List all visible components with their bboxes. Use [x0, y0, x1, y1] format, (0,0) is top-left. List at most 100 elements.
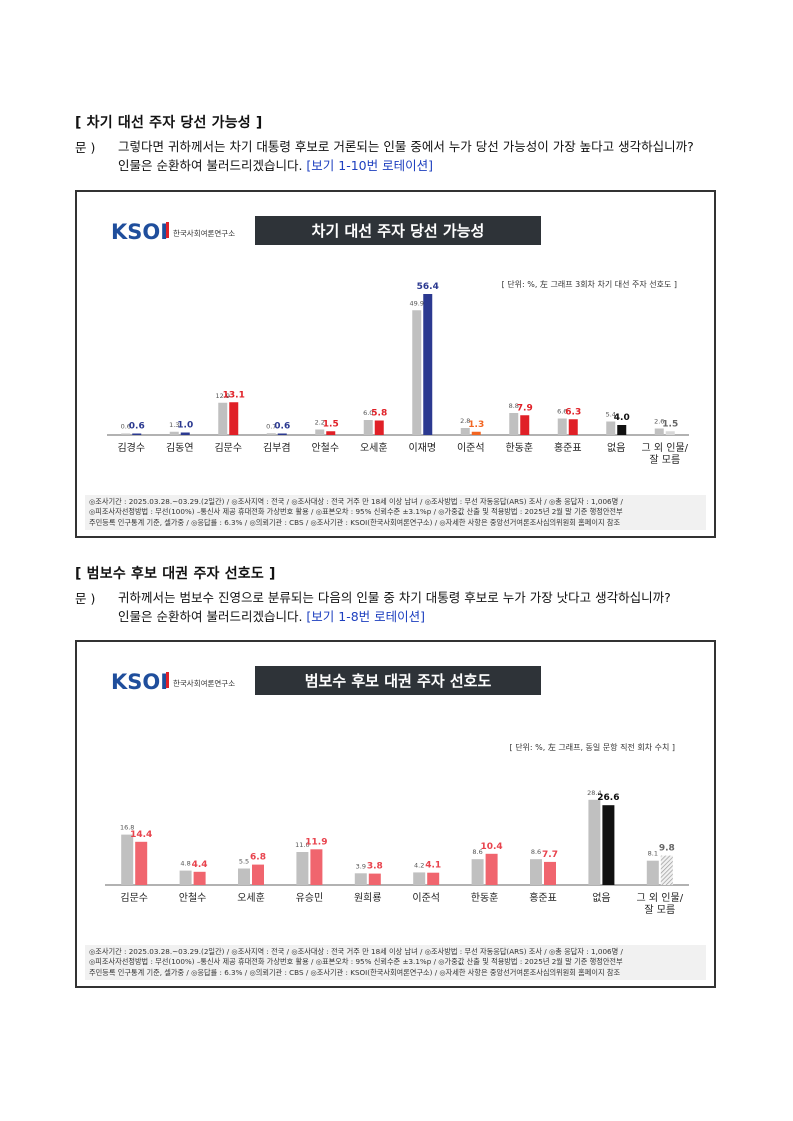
survey-footer-2: ◎조사기간 : 2025.03.28.~03.29.(2일간) / ◎조사지역 … [85, 944, 706, 980]
rotation-note: [보기 1-10번 로테이션] [306, 158, 433, 173]
data-label-previous: 5.5 [239, 858, 249, 866]
bar-previous [412, 310, 422, 435]
bar-current [568, 419, 578, 435]
bar-current [471, 431, 481, 435]
section-title-2: [ 범보수 후보 대권 주자 선호도 ] [75, 566, 276, 582]
logo-accent-icon [166, 222, 169, 238]
data-label-current: 0.6 [129, 422, 145, 432]
data-label-previous: 8.6 [472, 848, 482, 856]
category-label: 홍준표 [554, 441, 582, 454]
data-label-current: 56.4 [417, 282, 439, 292]
footer-line: 주민등록 인구통계 기준, 셀가중 / ◎응답률 : 6.3% / ◎의뢰기관 … [89, 967, 621, 977]
data-label-current: 7.7 [542, 850, 558, 860]
logo-subtext: 한국사회여론연구소 [173, 228, 235, 238]
bar-previous [557, 418, 567, 435]
data-label-previous: 1.3 [169, 421, 179, 429]
data-label-current: 11.9 [305, 837, 327, 847]
data-label-current: 1.5 [662, 419, 678, 429]
bar-previous [238, 868, 250, 885]
bar-previous [179, 870, 192, 885]
data-label-current: 13.1 [223, 390, 245, 400]
category-label: 한동훈 [471, 891, 499, 904]
footer-line: ◎조사기간 : 2025.03.28.~03.29.(2일간) / ◎조사지역 … [89, 496, 623, 506]
data-label-previous: 8.8 [509, 402, 519, 410]
data-label-current: 5.8 [371, 409, 387, 419]
title-bar [255, 666, 541, 695]
category-label: 유승민 [296, 892, 324, 904]
bar-current [544, 861, 556, 885]
bar-current [252, 864, 264, 885]
bar-previous [588, 799, 601, 885]
category-label: 잘 모름 [649, 454, 680, 466]
data-label-current: 6.8 [250, 853, 266, 863]
data-label-previous: 4.8 [180, 860, 190, 868]
data-label-previous: 11.0 [295, 841, 309, 849]
data-label-current: 6.3 [565, 407, 581, 417]
bar-current [310, 849, 323, 885]
data-label-current: 0.6 [274, 422, 290, 432]
bar-previous [460, 428, 470, 435]
bar-previous [169, 431, 179, 435]
section-title-1: [ 차기 대선 주자 당선 가능성 ] [75, 115, 263, 131]
bar-current [485, 853, 498, 885]
category-label: 없음 [592, 891, 610, 904]
category-label: 그 외 인물/ [641, 442, 688, 454]
category-label: 안철수 [311, 442, 339, 454]
footer-line: ◎피조사자선정방법 : 무선(100%) –통신사 제공 휴대전화 가상번호 활… [89, 957, 623, 966]
question-line-1: 그렇다면 귀하께서는 차기 대통령 후보로 거론되는 인물 중에서 누가 당선 … [118, 139, 694, 154]
footer-line: ◎조사기간 : 2025.03.28.~03.29.(2일간) / ◎조사지역 … [89, 946, 623, 956]
unit-note: [ 단위: %, 左 그래프 3회차 차기 대선 주자 선호도 ] [502, 279, 677, 289]
bar-previous [363, 420, 373, 435]
data-label-current: 4.4 [192, 860, 208, 870]
bar-current [520, 415, 530, 435]
bar-previous [413, 872, 426, 885]
question-line-1: 귀하께서는 범보수 진영으로 분류되는 다음의 인물 중 차기 대통령 후보로 … [118, 590, 671, 605]
data-label-current: 7.9 [517, 403, 533, 413]
category-label: 홍준표 [529, 891, 557, 904]
category-label: 김문수 [214, 442, 242, 454]
bar-current [229, 402, 239, 435]
footer-line: 주민등록 인구통계 기준, 셀가중 / ◎응답률 : 6.3% / ◎의뢰기관 … [89, 517, 621, 527]
bar-current [602, 805, 615, 885]
question-line-2: 인물은 순환하여 불러드리겠습니다. [보기 1-8번 로테이션] [118, 607, 738, 626]
category-label: 원희룡 [354, 892, 382, 904]
bar-previous [266, 433, 276, 435]
chart-title: 범보수 후보 대권 주자 선호도 [305, 672, 492, 690]
bar-previous [509, 413, 519, 435]
bar-previous [646, 860, 659, 885]
data-label-previous: 0.7 [266, 422, 276, 430]
title-bar [255, 216, 541, 245]
chart-panel-1: KSOI 한국사회여론연구소 차기 대선 주자 당선 가능성 [ 단위: %, 左 그… [75, 190, 716, 538]
data-label-previous: 2.2 [315, 419, 325, 427]
category-label: 김문수 [120, 892, 148, 904]
data-label-current: 9.8 [659, 844, 675, 854]
bar-current [665, 431, 675, 435]
bar-current [193, 871, 206, 885]
bar-previous [354, 873, 367, 885]
question-label-1: 문 ) [75, 140, 96, 155]
footer-line: ◎피조사자선정방법 : 무선(100%) –통신사 제공 휴대전화 가상번호 활… [89, 507, 623, 516]
question-text-2: 귀하께서는 범보수 진영으로 분류되는 다음의 인물 중 차기 대통령 후보로 … [118, 588, 738, 626]
survey-footer-1: ◎조사기간 : 2025.03.28.~03.29.(2일간) / ◎조사지역 … [85, 494, 706, 530]
question-text-1: 그렇다면 귀하께서는 차기 대통령 후보로 거론되는 인물 중에서 누가 당선 … [118, 137, 738, 175]
data-label-current: 1.3 [468, 420, 484, 430]
logo-text: KSOI [111, 670, 168, 694]
data-label-current: 4.1 [425, 861, 441, 871]
data-label-previous: 6.6 [557, 408, 567, 416]
data-label-previous: 49.9 [410, 299, 424, 307]
data-label-previous: 12.9 [216, 392, 230, 400]
data-label-current: 3.8 [367, 862, 383, 872]
category-label: 안철수 [179, 892, 207, 904]
data-label-previous: 8.1 [648, 850, 658, 858]
bar-previous [296, 852, 309, 885]
data-label-previous: 0.6 [121, 423, 131, 431]
data-label-previous: 16.8 [120, 824, 134, 832]
question-line-2-text: 인물은 순환하여 불러드리겠습니다. [118, 158, 303, 173]
unit-note: [ 단위: %, 左 그래프, 동일 문항 직전 회차 수치 ] [510, 742, 675, 752]
data-label-previous: 6.0 [363, 409, 373, 417]
logo-accent-icon [166, 672, 169, 688]
category-label: 오세훈 [237, 891, 265, 904]
data-label-current: 26.6 [597, 793, 619, 803]
chart-1: KSOI 한국사회여론연구소 차기 대선 주자 당선 가능성 [ 단위: %, 左 그… [107, 216, 689, 466]
category-label: 김부겸 [263, 442, 291, 454]
